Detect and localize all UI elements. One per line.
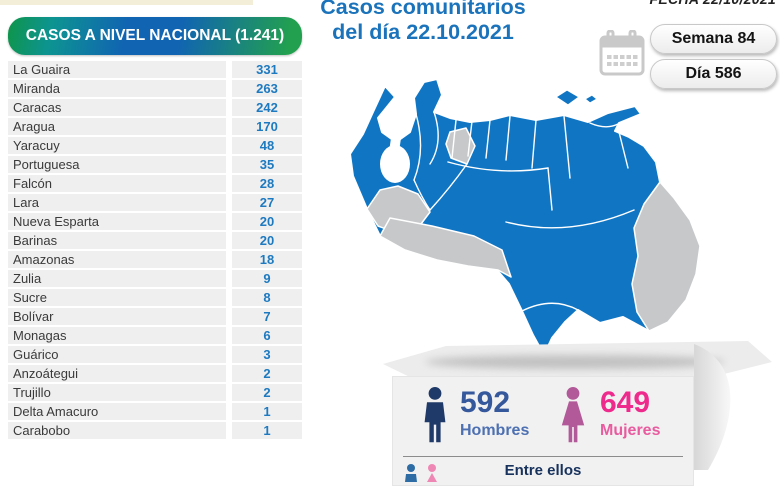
hombres-label: Hombres bbox=[460, 422, 530, 439]
table-row: Anzoátegui 2 bbox=[8, 365, 302, 382]
table-row: La Guaira 331 bbox=[8, 61, 302, 78]
page-title-line2: del día 22.10.2021 bbox=[332, 20, 514, 44]
table-row: Delta Amacuro 1 bbox=[8, 403, 302, 420]
state-cases-cell: 1 bbox=[232, 403, 302, 420]
state-cases-cell: 3 bbox=[232, 346, 302, 363]
state-cases-cell: 18 bbox=[232, 251, 302, 268]
page-title-line1: Casos comunitarios bbox=[320, 0, 526, 19]
state-cases-cell: 8 bbox=[232, 289, 302, 306]
table-title: CASOS A NIVEL NACIONAL (1.241) bbox=[8, 17, 302, 55]
state-cases-cell: 35 bbox=[232, 156, 302, 173]
state-cases-cell: 263 bbox=[232, 80, 302, 97]
state-cases-cell: 170 bbox=[232, 118, 302, 135]
fecha-label: FECHA 22/10/2021 bbox=[650, 0, 776, 7]
table-row: Caracas 242 bbox=[8, 99, 302, 116]
state-name-cell: Delta Amacuro bbox=[8, 403, 226, 420]
national-cases-table: CASOS A NIVEL NACIONAL (1.241) La Guaira… bbox=[8, 17, 302, 441]
state-name-cell: Barinas bbox=[8, 232, 226, 249]
state-cases-cell: 20 bbox=[232, 232, 302, 249]
margarita-island bbox=[554, 89, 599, 106]
table-row: Monagas 6 bbox=[8, 327, 302, 344]
table-row: Guárico 3 bbox=[8, 346, 302, 363]
state-cases-cell: 20 bbox=[232, 213, 302, 230]
calendar-icon bbox=[598, 29, 646, 83]
state-cases-cell: 48 bbox=[232, 137, 302, 154]
state-name-cell: Miranda bbox=[8, 80, 226, 97]
table-row: Yaracuy 48 bbox=[8, 137, 302, 154]
mujeres-stat: 649 Mujeres bbox=[555, 387, 660, 443]
table-rows: La Guaira 331 Miranda 263 Caracas 242 Ar… bbox=[8, 61, 302, 439]
state-name-cell: Portuguesa bbox=[8, 156, 226, 173]
table-row: Falcón 28 bbox=[8, 175, 302, 192]
entre-ellos-row: Entre ellos bbox=[393, 461, 693, 487]
table-row: Trujillo 2 bbox=[8, 384, 302, 401]
stats-divider bbox=[403, 456, 683, 457]
state-cases-cell: 6 bbox=[232, 327, 302, 344]
state-name-cell: Amazonas bbox=[8, 251, 226, 268]
table-row: Lara 27 bbox=[8, 194, 302, 211]
state-cases-cell: 9 bbox=[232, 270, 302, 287]
state-name-cell: Carabobo bbox=[8, 422, 226, 439]
table-row: Nueva Esparta 20 bbox=[8, 213, 302, 230]
state-name-cell: Yaracuy bbox=[8, 137, 226, 154]
entre-ellos-label: Entre ellos bbox=[504, 462, 582, 479]
state-name-cell: Anzoátegui bbox=[8, 365, 226, 382]
lake-maracaibo-body bbox=[380, 145, 410, 183]
state-cases-cell: 242 bbox=[232, 99, 302, 116]
state-name-cell: Guárico bbox=[8, 346, 226, 363]
table-row: Portuguesa 35 bbox=[8, 156, 302, 173]
state-cases-cell: 7 bbox=[232, 308, 302, 325]
state-cases-cell: 331 bbox=[232, 61, 302, 78]
state-name-cell: Monagas bbox=[8, 327, 226, 344]
table-row: Carabobo 1 bbox=[8, 422, 302, 439]
hombres-value: 592 bbox=[460, 386, 511, 419]
state-cases-cell: 28 bbox=[232, 175, 302, 192]
table-row: Amazonas 18 bbox=[8, 251, 302, 268]
state-name-cell: Caracas bbox=[8, 99, 226, 116]
state-name-cell: Aragua bbox=[8, 118, 226, 135]
state-name-cell: Bolívar bbox=[8, 308, 226, 325]
state-name-cell: La Guaira bbox=[8, 61, 226, 78]
dia-badge: Día 586 bbox=[650, 59, 777, 89]
state-cases-cell: 1 bbox=[232, 422, 302, 439]
state-inactive-andes bbox=[366, 185, 431, 233]
hombres-stat: 592 Hombres bbox=[419, 387, 529, 443]
semana-badge: Semana 84 bbox=[650, 24, 777, 54]
table-row: Sucre 8 bbox=[8, 289, 302, 306]
mujeres-value: 649 bbox=[600, 386, 651, 419]
table-row: Zulia 9 bbox=[8, 270, 302, 287]
table-row: Bolívar 7 bbox=[8, 308, 302, 325]
state-name-cell: Zulia bbox=[8, 270, 226, 287]
female-person-icon bbox=[561, 387, 585, 443]
page-title: Casos comunitarios del día 22.10.2021 bbox=[303, 0, 543, 45]
mujeres-label: Mujeres bbox=[600, 422, 661, 439]
state-name-cell: Falcón bbox=[8, 175, 226, 192]
state-name-cell: Lara bbox=[8, 194, 226, 211]
states-inactive bbox=[366, 127, 701, 332]
state-borders bbox=[413, 111, 635, 312]
state-cases-cell: 27 bbox=[232, 194, 302, 211]
state-cases-cell: 2 bbox=[232, 384, 302, 401]
decorative-strip bbox=[0, 0, 253, 5]
table-row: Miranda 263 bbox=[8, 80, 302, 97]
state-name-cell: Sucre bbox=[8, 289, 226, 306]
venezuela-map bbox=[338, 70, 712, 365]
state-name-cell: Nueva Esparta bbox=[8, 213, 226, 230]
region-inactive-east bbox=[631, 181, 701, 332]
state-inactive-llanos bbox=[379, 217, 512, 278]
state-name-cell: Trujillo bbox=[8, 384, 226, 401]
male-person-icon bbox=[424, 387, 446, 443]
table-row: Aragua 170 bbox=[8, 118, 302, 135]
table-row: Barinas 20 bbox=[8, 232, 302, 249]
state-cases-cell: 2 bbox=[232, 365, 302, 382]
